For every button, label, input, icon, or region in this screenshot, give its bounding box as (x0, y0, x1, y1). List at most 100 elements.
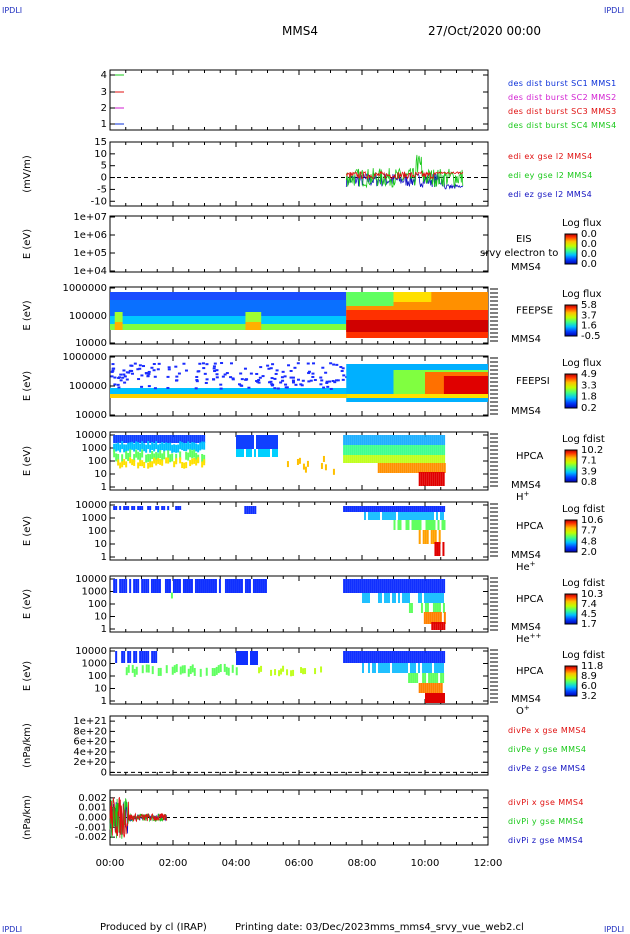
spectrogram-cell (191, 441, 194, 450)
spectrogram-cell (341, 378, 345, 381)
spectrogram-cell (351, 435, 354, 445)
spectrogram-cell (319, 383, 323, 386)
spectrogram-cell (365, 579, 368, 593)
species-label: He+ (516, 560, 536, 573)
spectrogram-cell (252, 579, 255, 593)
spectrogram-cell (385, 463, 388, 473)
spectrogram-cell (379, 435, 382, 445)
spectrogram-cell (167, 506, 170, 510)
spectrogram-cell (415, 463, 418, 473)
spectrogram-cell (411, 463, 414, 473)
spectrogram-cell (284, 383, 288, 386)
spectrogram-cell (306, 460, 309, 467)
spectrogram-cell (357, 455, 360, 463)
spectrogram-cell (238, 435, 240, 449)
y-tick-label: 15 (94, 137, 107, 148)
spectrogram-cell (353, 435, 356, 445)
spectrogram-cell (181, 435, 184, 443)
colorbar-tick-label: 0.0 (581, 229, 597, 240)
spectrogram-cell (123, 459, 126, 466)
spectrogram-cell (388, 593, 390, 603)
spectrogram-cell (187, 452, 190, 461)
spectrogram-cell (381, 445, 384, 455)
spectrogram-cell (153, 375, 157, 378)
spectrogram-cell (433, 651, 436, 663)
spectrogram-cell (398, 593, 400, 603)
spectrogram-cell (171, 666, 174, 675)
spectrogram-cell (258, 667, 261, 674)
colorbar (564, 593, 578, 625)
spectrogram-cell (328, 380, 332, 383)
spectrogram-cell (377, 506, 380, 512)
spectrogram-cell (431, 622, 434, 630)
spectrogram-cell (407, 579, 410, 593)
y-tick-label: 100 (88, 599, 107, 610)
spectrogram-cell (405, 520, 408, 530)
spectrogram-cell (145, 435, 148, 443)
spectrogram-cell (254, 449, 256, 457)
spectrogram-cell (215, 369, 219, 372)
spectrogram-cell (347, 435, 350, 445)
spectrogram-cell (399, 651, 402, 663)
spectrogram-cell (156, 579, 159, 593)
spectrogram-cell (117, 442, 120, 451)
y-tick-label: -10 (91, 196, 107, 207)
spectrogram-cell (155, 435, 158, 443)
spectrogram-cell (155, 452, 158, 461)
spectrogram-cell (157, 457, 160, 464)
spectrogram-cell (119, 444, 122, 453)
spectrogram-cell (239, 372, 243, 375)
spectrogram-cell (389, 579, 392, 593)
y-axis-label: E (eV) (22, 229, 33, 259)
spectrogram-cell (441, 622, 444, 630)
spectrogram-cell (326, 385, 330, 388)
spectrogram-cell (181, 442, 184, 451)
spectrogram-cell (221, 375, 225, 378)
colorbar-tick-label: 0.0 (581, 249, 597, 260)
spectrogram-cell (439, 612, 442, 624)
spectrogram-cell (114, 322, 123, 330)
spectrogram-cell (213, 668, 216, 677)
spectrogram-cell (121, 376, 125, 379)
spectrogram-cell (270, 383, 274, 386)
spectrogram-cell (113, 506, 116, 510)
spectrogram-cell (423, 455, 426, 463)
spectrogram-cell (361, 455, 364, 463)
x-tick-label: 06:00 (285, 858, 314, 869)
spectrogram-cell (404, 512, 406, 520)
spectrogram-cell (242, 651, 244, 665)
spectrogram-cell (167, 450, 170, 459)
spectrogram-cell (242, 435, 244, 449)
spectrogram-cell (367, 651, 370, 663)
legend-entry: divPe z gse MMS4 (508, 764, 586, 773)
spectrogram-cell (153, 651, 156, 663)
spectrogram-cell (177, 506, 180, 510)
spectrogram-cell (266, 364, 270, 367)
spectrogram-cell (324, 371, 328, 374)
spectrogram-cell (229, 362, 233, 365)
spectrogram-cell (436, 512, 438, 520)
spectrogram-cell (435, 435, 438, 445)
spectrogram-cell (129, 579, 132, 593)
spectrogram-cell (254, 506, 257, 514)
spectrogram-cell (300, 384, 304, 387)
spectrogram-cell (147, 506, 150, 510)
spectrogram-cell (359, 579, 362, 593)
spectrogram-cell (412, 673, 415, 683)
spectrogram-cell (189, 449, 192, 458)
legend-entry: divPi y gse MMS4 (508, 817, 584, 826)
colorbar-tick-label: 0.8 (581, 477, 597, 488)
panel-spacecraft-label: MMS4 (511, 694, 541, 705)
spectrogram-cell (137, 451, 140, 460)
spectrogram-cell (113, 435, 116, 443)
spectrogram-cell (262, 449, 264, 457)
spectrogram-cell (151, 651, 154, 663)
spectrogram-cell (110, 324, 347, 330)
spectrogram-cell (394, 512, 396, 520)
colorbar-tick-label: 3.9 (581, 466, 597, 477)
spectrogram-cell (125, 667, 128, 676)
spectrogram-cell (381, 579, 384, 593)
x-tick-label: 08:00 (348, 858, 377, 869)
spectrogram-cell (186, 579, 189, 593)
